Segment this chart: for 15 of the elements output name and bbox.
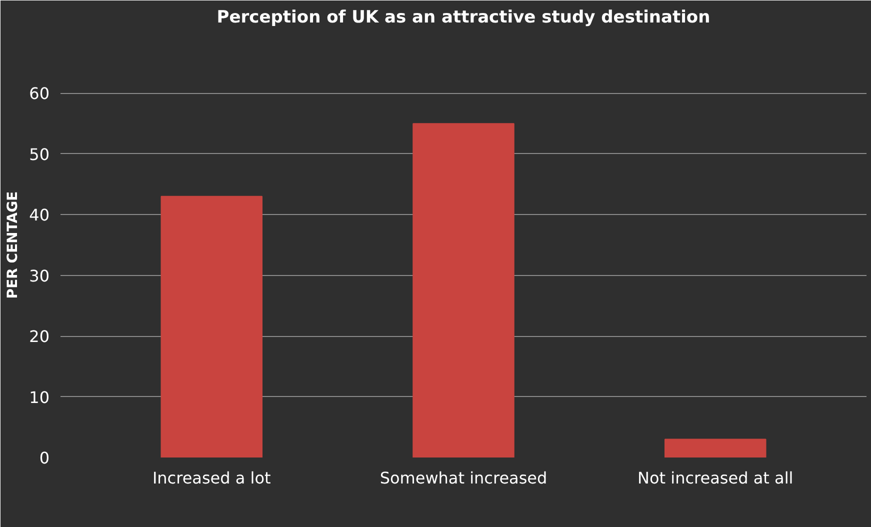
chart-title: Perception of UK as an attractive study destination [216, 8, 710, 28]
x-tick-label: Not increased at all [638, 468, 794, 488]
y-tick-label: 30 [29, 266, 50, 286]
y-tick-label: 40 [29, 206, 50, 225]
y-tick-label: 10 [29, 388, 50, 407]
bar [160, 196, 262, 458]
y-tick-label: 60 [29, 84, 50, 104]
bar [412, 123, 514, 458]
x-tick-label: Increased a lot [152, 468, 271, 488]
y-tick-label: 20 [29, 327, 50, 346]
x-tick-label: Somewhat increased [380, 468, 548, 488]
bar [664, 438, 766, 458]
y-axis-title: PER CENTAGE [5, 191, 22, 299]
y-tick-label: 50 [29, 144, 50, 164]
y-tick-label: 0 [39, 448, 50, 468]
